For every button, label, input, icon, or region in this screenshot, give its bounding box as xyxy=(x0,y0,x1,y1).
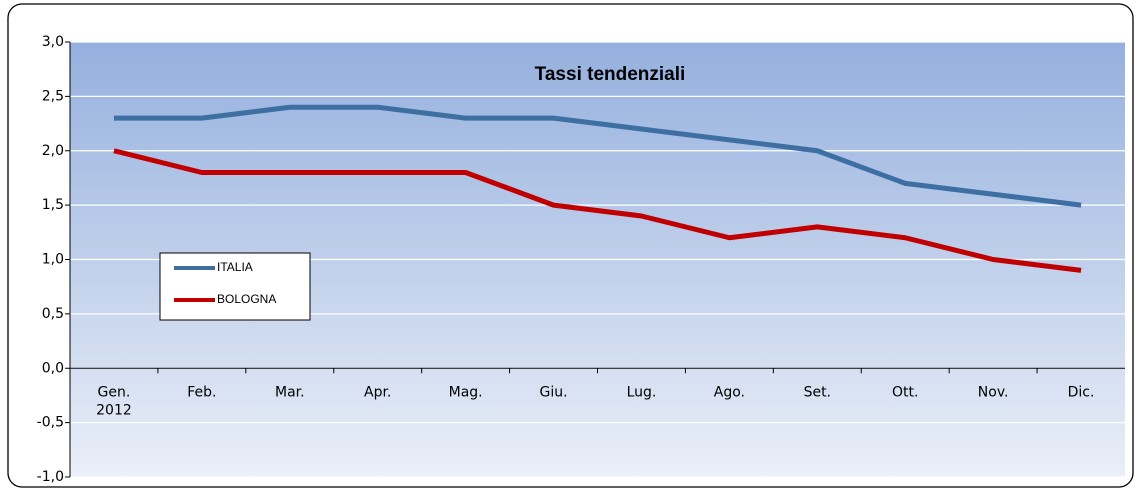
series-line xyxy=(113,148,1082,273)
y-tick-label: 2,0 xyxy=(42,143,64,159)
y-tick-label: 1,5 xyxy=(42,197,64,213)
x-tick-label: Giu. xyxy=(540,384,568,400)
series-line xyxy=(113,104,1082,208)
x-tick-label: Mar. xyxy=(275,384,305,400)
chart-title: Tassi tendenziali xyxy=(535,64,686,85)
y-tick-label: 0,5 xyxy=(42,306,64,322)
x-tick-label: Feb. xyxy=(187,384,216,400)
y-tick-label: 0,0 xyxy=(42,360,64,376)
x-tick-label: Gen. 2012 xyxy=(96,384,132,418)
legend-label: ITALIA xyxy=(217,260,253,274)
x-tick-label: Nov. xyxy=(978,384,1009,400)
x-tick-label: Ott. xyxy=(892,384,918,400)
x-tick-label: Ago. xyxy=(714,384,745,400)
x-tick-label: Dic. xyxy=(1068,384,1095,400)
x-tick-label: Lug. xyxy=(627,384,657,400)
y-tick-label: 3,0 xyxy=(42,34,64,50)
y-tick-label: 2,5 xyxy=(42,88,64,104)
y-tick-label: -0,5 xyxy=(37,415,64,431)
y-tick-label: 1,0 xyxy=(42,252,64,268)
legend-box xyxy=(159,252,311,321)
x-tick-label: Set. xyxy=(804,384,831,400)
y-tick-label: -1,0 xyxy=(37,469,64,485)
x-tick-label: Apr. xyxy=(364,384,391,400)
legend-label: BOLOGNA xyxy=(217,292,276,306)
x-tick-label: Mag. xyxy=(449,384,483,400)
